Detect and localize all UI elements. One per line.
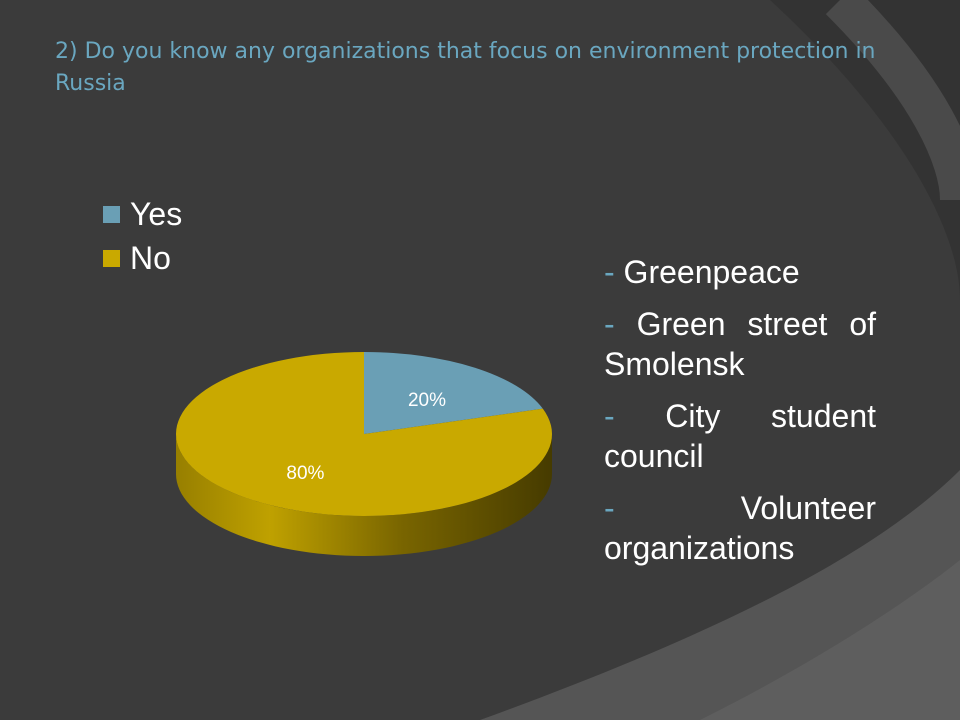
bullet-dash: -	[604, 254, 615, 290]
bullet-dash: -	[604, 306, 615, 342]
legend-label-no: No	[130, 239, 171, 276]
legend-swatch-yes	[103, 205, 120, 223]
org-name: Volunteer organizations	[604, 490, 876, 566]
pie-chart: 20% 80%	[176, 352, 552, 556]
data-label-yes: 20%	[408, 390, 446, 411]
org-name: City student council	[604, 398, 877, 474]
pie-slice-yes	[364, 352, 543, 434]
org-item: - Greenpeace	[604, 252, 876, 292]
org-name: Greenpeace	[623, 254, 800, 290]
data-label-no: 80%	[286, 463, 324, 484]
org-name: Green street of Smolensk	[604, 306, 877, 382]
pie-slice-no	[176, 352, 552, 516]
legend-swatch-no	[103, 249, 120, 267]
slide-title: 2) Do you know any organizations that fo…	[55, 39, 876, 96]
organization-list: - Greenpeace - Green street of Smolensk …	[604, 252, 876, 580]
bullet-dash: -	[604, 398, 615, 434]
org-item: - Volunteer organizations	[604, 488, 876, 568]
legend-item-yes: Yes	[103, 192, 182, 236]
legend-label-yes: Yes	[130, 195, 183, 232]
pie-slice-side-no	[176, 434, 552, 556]
org-item: - City student council	[604, 396, 876, 476]
bullet-dash: -	[604, 490, 615, 526]
legend-item-no: No	[103, 236, 182, 280]
org-item: - Green street of Smolensk	[604, 304, 876, 384]
chart-legend: Yes No	[103, 192, 182, 280]
